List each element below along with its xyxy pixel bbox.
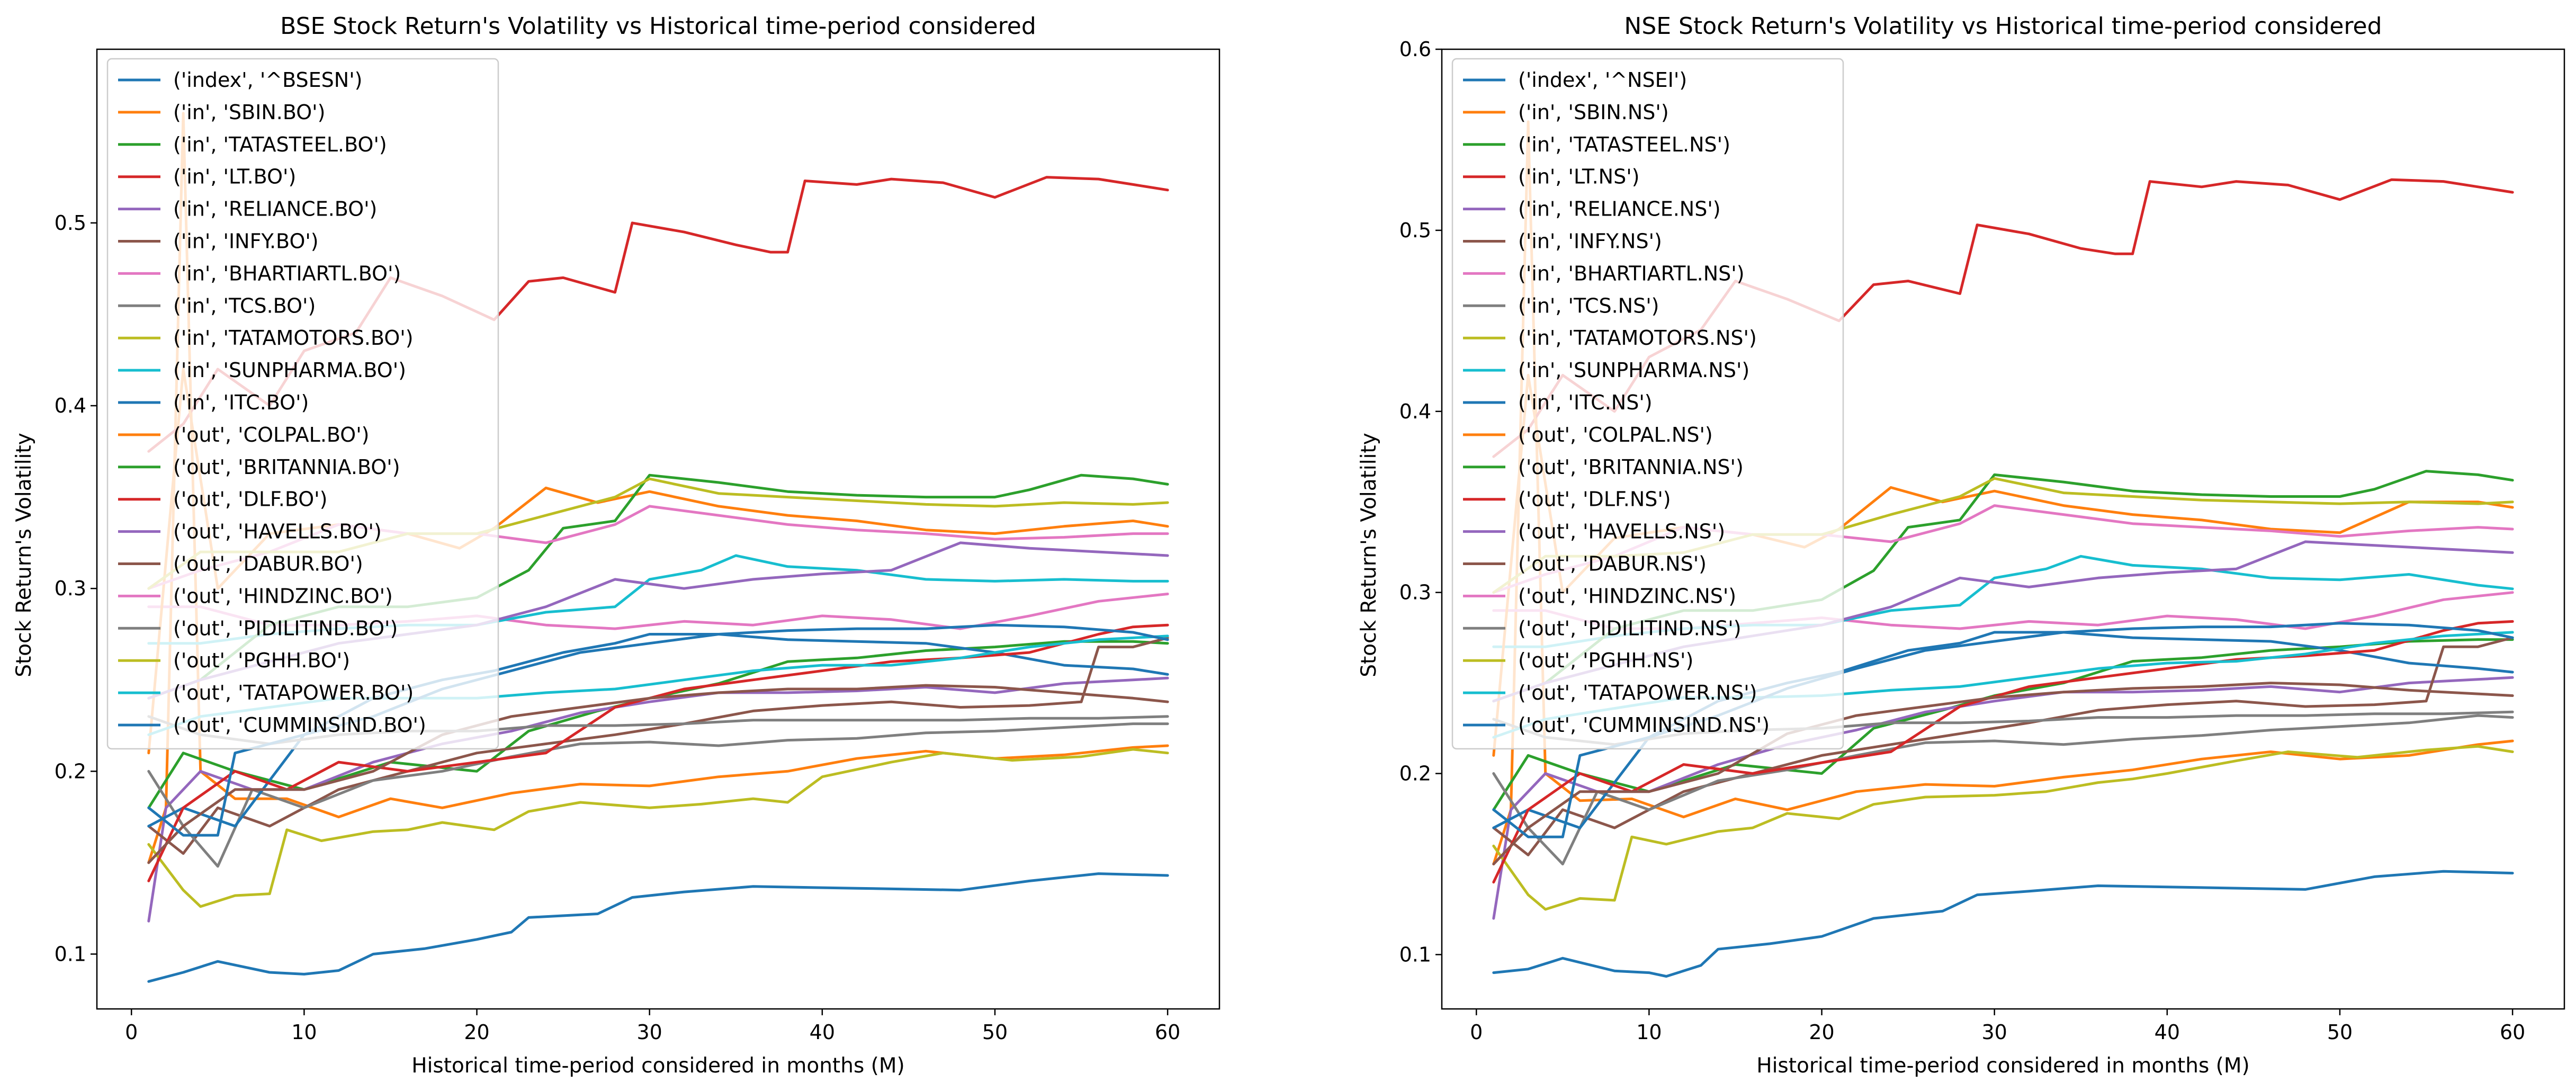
- series-line: [147, 722, 1169, 868]
- legend-entry: ('out', 'PIDILITIND.NS'): [1518, 616, 1742, 640]
- series-line: [1492, 745, 2514, 911]
- legend-entry: ('out', 'DABUR.NS'): [1518, 552, 1707, 576]
- legend-entry: ('out', 'TATAPOWER.BO'): [173, 681, 414, 704]
- x-tick-label: 60: [1155, 1021, 1180, 1044]
- legend-entry: ('in', 'TATASTEEL.BO'): [173, 133, 387, 156]
- legend-entry: ('in', 'BHARTIARTL.BO'): [173, 262, 401, 285]
- x-tick-label: 20: [464, 1021, 489, 1044]
- legend-entry: ('out', 'HINDZINC.BO'): [173, 584, 393, 607]
- y-tick-label: 0.2: [55, 759, 86, 783]
- legend-entry: ('out', 'DABUR.BO'): [173, 552, 363, 576]
- x-tick-label: 40: [2155, 1021, 2180, 1044]
- legend-entry: ('out', 'DLF.BO'): [173, 488, 327, 511]
- x-tick-label: 10: [291, 1021, 317, 1044]
- plot-frame: [1441, 48, 2565, 1010]
- legend-entry: ('in', 'ITC.BO'): [173, 391, 309, 414]
- y-tick-label: 0.5: [1399, 219, 1431, 242]
- legend-entry: ('index', '^BSESN'): [173, 68, 362, 92]
- x-tick-label: 60: [2500, 1021, 2525, 1044]
- legend-entry: ('out', 'PIDILITIND.BO'): [173, 616, 398, 640]
- x-tick-label: 10: [1636, 1021, 1662, 1044]
- legend-entry: ('in', 'ITC.NS'): [1518, 391, 1653, 414]
- series-line: [147, 684, 1169, 864]
- legend-entry: ('in', 'SBIN.BO'): [173, 101, 325, 124]
- legend-entry: ('out', 'HAVELLS.BO'): [173, 520, 382, 543]
- x-tick-label: 0: [1470, 1021, 1483, 1044]
- x-tick-label: 40: [810, 1021, 835, 1044]
- y-tick-label: 0.5: [55, 211, 86, 235]
- series-line: [1492, 622, 2514, 838]
- legend-entry: ('out', 'HINDZINC.NS'): [1518, 584, 1736, 607]
- y-tick-label: 0.3: [55, 577, 86, 600]
- legend-entry: ('out', 'PGHH.BO'): [173, 649, 350, 672]
- legend-entry: ('out', 'CUMMINSIND.NS'): [1518, 713, 1770, 737]
- series-line: [147, 623, 1169, 837]
- legend-entry: ('index', '^NSEI'): [1518, 68, 1687, 92]
- y-tick-label: 0.3: [1399, 581, 1431, 604]
- legend-entry: ('in', 'LT.NS'): [1518, 165, 1640, 189]
- legend-entry: ('out', 'BRITANNIA.NS'): [1518, 455, 1744, 479]
- x-axis-label: Historical time-period considered in mon…: [411, 1054, 904, 1078]
- legend-entry: ('in', 'TATAMOTORS.NS'): [1518, 326, 1757, 350]
- series-line: [1492, 682, 2514, 865]
- legend-entry: ('out', 'HAVELLS.NS'): [1518, 520, 1725, 543]
- legend: ('index', '^NSEI') ('in', 'SBIN.NS') ('in'…: [1451, 58, 1844, 750]
- series-line: [1492, 636, 2514, 856]
- legend-entry: ('in', 'LT.BO'): [173, 165, 296, 189]
- legend-entry: ('out', 'BRITANNIA.BO'): [173, 455, 400, 479]
- nse-volatility-chart: NSE Stock Return's Volatility vs Histori…: [1357, 13, 2565, 1078]
- y-tick-label: 0.6: [1399, 38, 1431, 61]
- legend-box: [1451, 58, 1844, 750]
- y-tick-label: 0.4: [1399, 400, 1431, 423]
- legend-entry: ('in', 'INFY.NS'): [1518, 230, 1662, 253]
- x-tick-label: 50: [982, 1021, 1008, 1044]
- legend-entry: ('in', 'SBIN.NS'): [1518, 101, 1669, 124]
- chart-title: NSE Stock Return's Volatility vs Histori…: [1624, 13, 2382, 40]
- legend-entry: ('out', 'COLPAL.NS'): [1518, 423, 1713, 446]
- series-line: [1492, 870, 2514, 978]
- legend-entry: ('in', 'BHARTIARTL.NS'): [1518, 262, 1745, 285]
- legend: ('index', '^BSESN') ('in', 'SBIN.BO') ('in…: [106, 58, 499, 750]
- bse-volatility-chart: BSE Stock Return's Volatility vs Histori…: [12, 13, 1220, 1078]
- y-tick-label: 0.2: [1399, 762, 1431, 785]
- series-line: [1492, 120, 2514, 865]
- series-line: [147, 872, 1169, 983]
- legend-entry: ('in', 'SUNPHARMA.BO'): [173, 359, 406, 382]
- legend-box: [106, 58, 499, 750]
- y-tick-label: 0.1: [1399, 943, 1431, 966]
- legend-entry: ('in', 'TATAMOTORS.BO'): [173, 326, 414, 350]
- x-tick-label: 30: [637, 1021, 662, 1044]
- y-axis-label: Stock Return's Volatility: [1357, 433, 1381, 677]
- legend-entry: ('in', 'TCS.NS'): [1518, 294, 1659, 317]
- legend-entry: ('in', 'TATASTEEL.NS'): [1518, 133, 1730, 156]
- legend-entry: ('in', 'RELIANCE.NS'): [1518, 198, 1721, 221]
- x-axis-label: Historical time-period considered in mon…: [1756, 1054, 2249, 1078]
- plot-frame: [96, 48, 1220, 1010]
- series-line: [1492, 714, 2514, 865]
- y-axis-label: Stock Return's Volatility: [12, 433, 36, 677]
- y-tick-label: 0.4: [55, 394, 86, 417]
- x-tick-label: 0: [125, 1021, 138, 1044]
- legend-entry: ('in', 'TCS.BO'): [173, 294, 316, 317]
- series-lines: [147, 112, 1169, 983]
- y-tick-label: 0.1: [55, 942, 86, 965]
- series-line: [147, 748, 1169, 908]
- legend-entry: ('out', 'COLPAL.BO'): [173, 423, 369, 446]
- legend-entry: ('out', 'TATAPOWER.NS'): [1518, 681, 1757, 704]
- x-tick-label: 50: [2327, 1021, 2353, 1044]
- legend-entry: ('in', 'RELIANCE.BO'): [173, 198, 377, 221]
- legend-entry: ('in', 'INFY.BO'): [173, 230, 319, 253]
- legend-entry: ('out', 'PGHH.NS'): [1518, 649, 1693, 672]
- x-tick-label: 20: [1809, 1021, 1834, 1044]
- legend-entry: ('out', 'CUMMINSIND.BO'): [173, 713, 426, 737]
- legend-entry: ('out', 'DLF.NS'): [1518, 488, 1671, 511]
- legend-entry: ('in', 'SUNPHARMA.NS'): [1518, 359, 1749, 382]
- chart-title: BSE Stock Return's Volatility vs Histori…: [280, 13, 1036, 40]
- x-tick-label: 30: [1982, 1021, 2007, 1044]
